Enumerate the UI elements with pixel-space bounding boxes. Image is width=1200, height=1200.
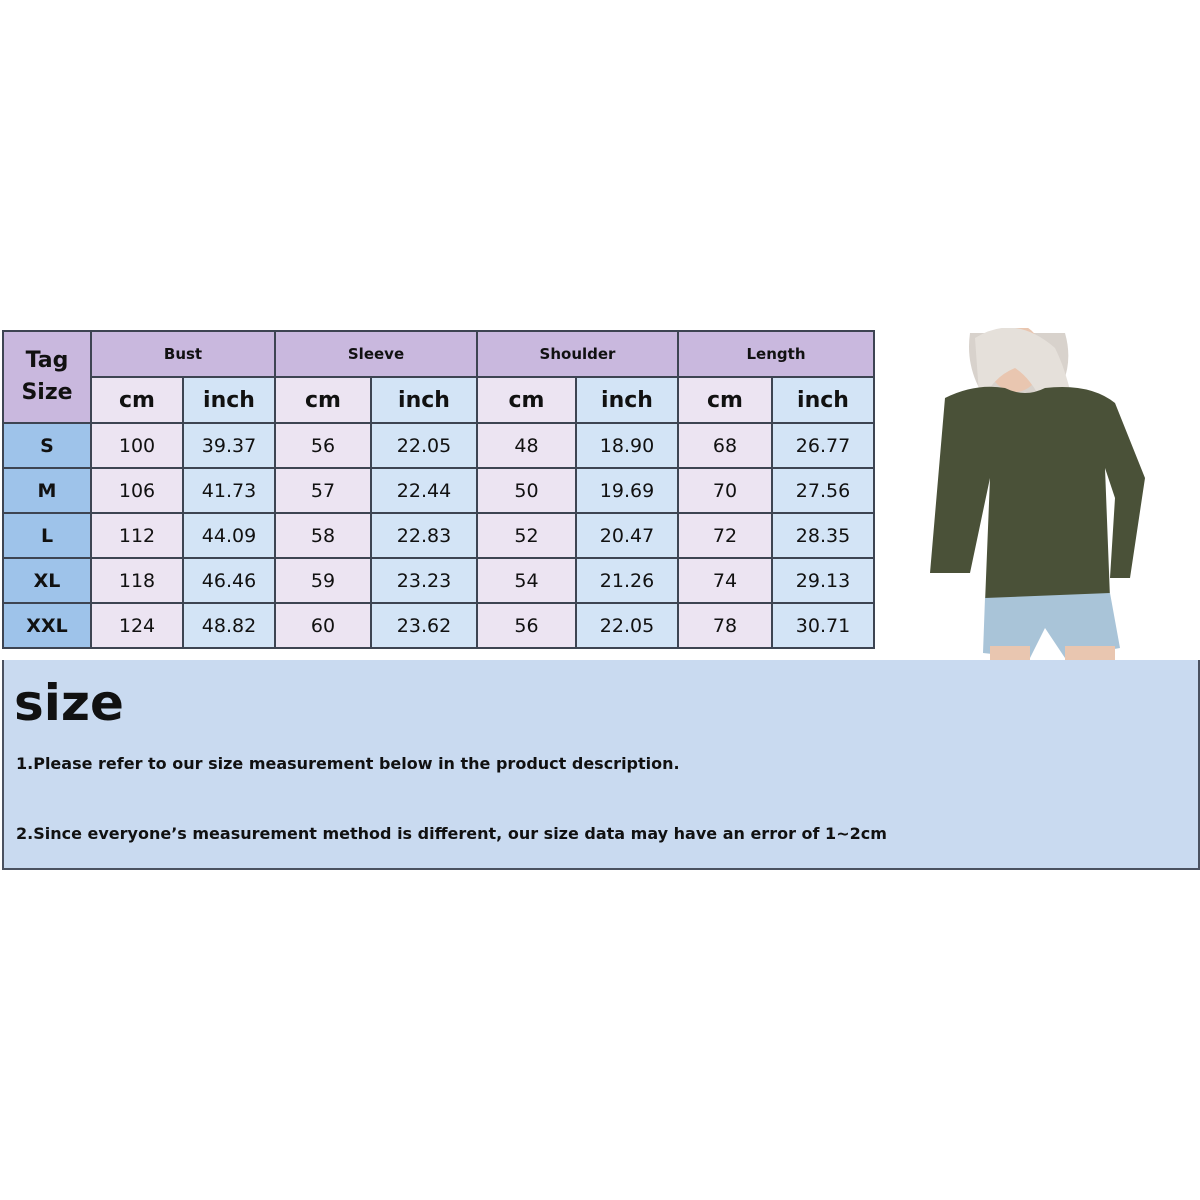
value-cell: 50 <box>476 467 577 514</box>
value-cell: 52 <box>476 512 577 559</box>
note-title: size <box>14 674 124 732</box>
value-cell: 19.69 <box>575 467 679 514</box>
size-chart-table: Tag Size Bust Sleeve Shoulder Length cm in… <box>2 330 875 649</box>
value-cell: 20.47 <box>575 512 679 559</box>
value-cell: 26.77 <box>771 422 875 469</box>
value-cell: 48.82 <box>182 602 276 649</box>
unit-header-cm: cm <box>90 376 184 424</box>
value-cell: 44.09 <box>182 512 276 559</box>
group-bust: Bust <box>90 330 276 378</box>
product-photo <box>915 324 1200 662</box>
value-cell: 74 <box>677 557 773 604</box>
size-cell: S <box>2 422 92 469</box>
tag-size-header: Tag Size <box>2 330 92 424</box>
value-cell: 41.73 <box>182 467 276 514</box>
unit-header-cm: cm <box>476 376 577 424</box>
value-cell: 28.35 <box>771 512 875 559</box>
value-cell: 124 <box>90 602 184 649</box>
value-cell: 46.46 <box>182 557 276 604</box>
group-sleeve: Sleeve <box>274 330 478 378</box>
value-cell: 100 <box>90 422 184 469</box>
unit-header-cm: cm <box>274 376 372 424</box>
value-cell: 22.05 <box>575 602 679 649</box>
unit-header-inch: inch <box>771 376 875 424</box>
table-row: M 106 41.73 57 22.44 50 19.69 70 27.56 <box>2 467 875 514</box>
value-cell: 112 <box>90 512 184 559</box>
unit-header-cm: cm <box>677 376 773 424</box>
value-cell: 60 <box>274 602 372 649</box>
size-cell: XL <box>2 557 92 604</box>
size-label: Size <box>21 380 73 405</box>
value-cell: 58 <box>274 512 372 559</box>
value-cell: 48 <box>476 422 577 469</box>
value-cell: 57 <box>274 467 372 514</box>
value-cell: 29.13 <box>771 557 875 604</box>
value-cell: 68 <box>677 422 773 469</box>
value-cell: 78 <box>677 602 773 649</box>
value-cell: 27.56 <box>771 467 875 514</box>
size-cell: XXL <box>2 602 92 649</box>
value-cell: 39.37 <box>182 422 276 469</box>
size-cell: L <box>2 512 92 559</box>
table-row: XXL 124 48.82 60 23.62 56 22.05 78 30.71 <box>2 602 875 649</box>
group-length: Length <box>677 330 875 378</box>
value-cell: 72 <box>677 512 773 559</box>
unit-header-inch: inch <box>182 376 276 424</box>
value-cell: 22.44 <box>370 467 478 514</box>
note-line-1: 1.Please refer to our size measurement b… <box>16 754 680 773</box>
value-cell: 18.90 <box>575 422 679 469</box>
value-cell: 22.83 <box>370 512 478 559</box>
group-shoulder: Shoulder <box>476 330 679 378</box>
value-cell: 70 <box>677 467 773 514</box>
value-cell: 56 <box>476 602 577 649</box>
size-note-panel: size 1.Please refer to our size measurem… <box>2 660 1200 870</box>
unit-header-inch: inch <box>575 376 679 424</box>
tag-label: Tag <box>25 348 69 373</box>
size-cell: M <box>2 467 92 514</box>
note-line-2: 2.Since everyone’s measurement method is… <box>16 824 887 843</box>
value-cell: 56 <box>274 422 372 469</box>
value-cell: 106 <box>90 467 184 514</box>
value-cell: 22.05 <box>370 422 478 469</box>
value-cell: 118 <box>90 557 184 604</box>
table-row: XL 118 46.46 59 23.23 54 21.26 74 29.13 <box>2 557 875 604</box>
value-cell: 59 <box>274 557 372 604</box>
table-row: S 100 39.37 56 22.05 48 18.90 68 26.77 <box>2 422 875 469</box>
unit-header-inch: inch <box>370 376 478 424</box>
table-row: L 112 44.09 58 22.83 52 20.47 72 28.35 <box>2 512 875 559</box>
value-cell: 21.26 <box>575 557 679 604</box>
value-cell: 23.23 <box>370 557 478 604</box>
value-cell: 23.62 <box>370 602 478 649</box>
value-cell: 54 <box>476 557 577 604</box>
value-cell: 30.71 <box>771 602 875 649</box>
